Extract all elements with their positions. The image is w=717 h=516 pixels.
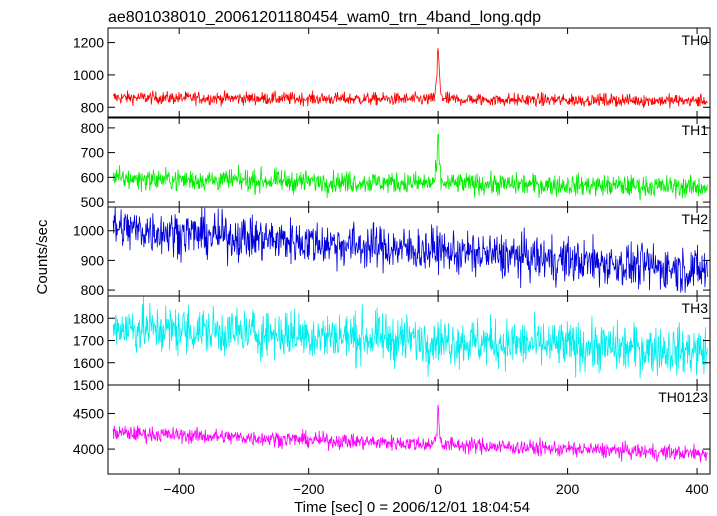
y-tick-label: 700 (81, 145, 105, 161)
panel-frame (107, 384, 711, 475)
y-tick-label: 800 (81, 120, 105, 136)
y-tick-label: 4000 (73, 441, 104, 457)
panel-label: TH2 (682, 211, 709, 227)
panel-label: TH0123 (658, 389, 708, 405)
x-tick-label: −200 (293, 481, 325, 497)
y-tick-label: 800 (81, 99, 105, 115)
x-tick-label: −400 (163, 481, 195, 497)
y-tick-label: 1700 (73, 333, 104, 349)
x-axis: −400 −200 0 200 400 (163, 481, 709, 497)
y-tick-label: 500 (81, 194, 105, 210)
panel-label: TH0 (682, 32, 709, 48)
panel-label: TH1 (682, 122, 709, 138)
panel-th0: 800 1000 1200 TH0 (73, 27, 711, 118)
series-line-th0 (112, 48, 708, 109)
series-line-th1 (112, 133, 708, 201)
panel-frame (107, 117, 711, 208)
y-tick-label: 1200 (73, 35, 104, 51)
panel-th2: 800 900 1000 TH2 (73, 206, 711, 298)
series-line-th3 (112, 296, 708, 379)
chart-title: ae801038010_20061201180454_wam0_trn_4ban… (108, 9, 541, 26)
panel-th3: 1500 1600 1700 1800 TH3 (73, 295, 711, 393)
panels-group: 800 1000 1200 TH0 500 600 700 800 TH1 800 900 1000 T… (73, 27, 711, 475)
panel-frame (107, 27, 711, 118)
x-tick-label: 0 (434, 481, 442, 497)
x-tick-label: 200 (556, 481, 580, 497)
series-line-th2 (112, 206, 708, 293)
y-tick-label: 600 (81, 169, 105, 185)
y-axis-label: Counts/sec (34, 219, 51, 295)
y-tick-label: 1600 (73, 355, 104, 371)
panel-th1: 500 600 700 800 TH1 (81, 117, 711, 210)
y-tick-label: 900 (81, 252, 105, 268)
y-tick-label: 1500 (73, 377, 104, 393)
panel-th0123: 4000 4500 TH0123 (73, 384, 711, 475)
y-tick-label: 1000 (73, 67, 104, 83)
y-tick-label: 4500 (73, 405, 104, 421)
y-tick-label: 1800 (73, 310, 104, 326)
panel-label: TH3 (682, 300, 709, 316)
y-tick-label: 800 (81, 282, 105, 298)
x-axis-label: Time [sec] 0 = 2006/12/01 18:04:54 (294, 499, 530, 516)
x-tick-label: 400 (685, 481, 709, 497)
y-tick-label: 1000 (73, 223, 104, 239)
series-line-th0123 (112, 404, 708, 463)
